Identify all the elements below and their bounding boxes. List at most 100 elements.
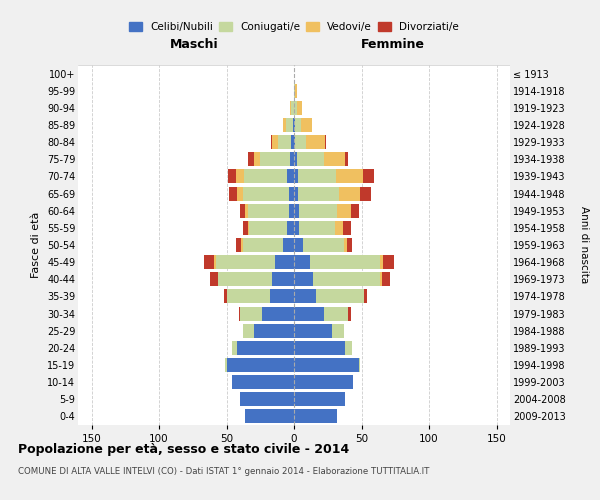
Bar bbox=[248, 152, 254, 166]
Text: Maschi: Maschi bbox=[170, 38, 219, 51]
Bar bbox=[216, 255, 275, 269]
Bar bbox=[380, 255, 383, 269]
Bar bbox=[294, 255, 310, 269]
Bar bbox=[295, 84, 297, 98]
Y-axis label: Anni di nascita: Anni di nascita bbox=[580, 206, 589, 284]
Bar bbox=[283, 238, 294, 252]
Bar bbox=[324, 152, 346, 166]
Bar bbox=[232, 341, 238, 355]
Text: Femmine: Femmine bbox=[361, 38, 425, 51]
Bar bbox=[295, 118, 301, 132]
Bar bbox=[275, 255, 294, 269]
Bar bbox=[287, 221, 294, 235]
Bar bbox=[287, 170, 294, 183]
Bar bbox=[325, 135, 326, 149]
Bar bbox=[248, 221, 250, 235]
Bar bbox=[332, 324, 344, 338]
Bar bbox=[227, 358, 294, 372]
Bar bbox=[298, 170, 336, 183]
Bar bbox=[336, 170, 363, 183]
Bar bbox=[294, 84, 295, 98]
Bar bbox=[270, 290, 294, 304]
Bar bbox=[290, 101, 292, 115]
Bar bbox=[278, 135, 292, 149]
Bar bbox=[343, 221, 351, 235]
Bar bbox=[240, 392, 294, 406]
Bar bbox=[271, 135, 272, 149]
Bar bbox=[228, 170, 236, 183]
Bar bbox=[294, 341, 346, 355]
Bar bbox=[383, 255, 394, 269]
Bar bbox=[294, 238, 304, 252]
Bar bbox=[242, 238, 283, 252]
Bar bbox=[290, 152, 294, 166]
Bar bbox=[380, 272, 382, 286]
Bar bbox=[236, 170, 244, 183]
Bar bbox=[299, 204, 337, 218]
Bar bbox=[294, 221, 299, 235]
Bar bbox=[364, 290, 367, 304]
Bar bbox=[304, 238, 344, 252]
Bar bbox=[310, 255, 380, 269]
Bar bbox=[350, 204, 359, 218]
Bar bbox=[245, 204, 248, 218]
Bar bbox=[289, 204, 294, 218]
Bar bbox=[294, 135, 295, 149]
Bar bbox=[348, 306, 350, 320]
Bar bbox=[294, 290, 316, 304]
Bar bbox=[359, 358, 360, 372]
Bar bbox=[335, 221, 343, 235]
Bar bbox=[337, 204, 350, 218]
Bar bbox=[241, 238, 242, 252]
Bar bbox=[346, 152, 348, 166]
Bar bbox=[236, 238, 241, 252]
Bar bbox=[254, 324, 294, 338]
Bar bbox=[292, 101, 294, 115]
Bar bbox=[294, 101, 296, 115]
Bar bbox=[294, 375, 353, 389]
Bar bbox=[214, 255, 216, 269]
Bar bbox=[293, 118, 294, 132]
Bar bbox=[260, 152, 290, 166]
Bar bbox=[338, 186, 360, 200]
Bar bbox=[296, 101, 302, 115]
Bar bbox=[301, 118, 311, 132]
Bar bbox=[294, 170, 298, 183]
Bar bbox=[294, 118, 295, 132]
Bar bbox=[248, 204, 289, 218]
Bar bbox=[294, 306, 324, 320]
Bar bbox=[224, 290, 227, 304]
Bar bbox=[244, 170, 287, 183]
Bar bbox=[243, 186, 289, 200]
Bar bbox=[295, 135, 306, 149]
Bar bbox=[346, 341, 352, 355]
Bar bbox=[344, 238, 347, 252]
Bar bbox=[218, 272, 272, 286]
Bar bbox=[360, 186, 371, 200]
Bar bbox=[203, 255, 214, 269]
Bar bbox=[292, 135, 294, 149]
Bar bbox=[286, 118, 293, 132]
Bar bbox=[347, 238, 352, 252]
Bar bbox=[294, 204, 299, 218]
Bar bbox=[225, 358, 227, 372]
Bar bbox=[250, 221, 287, 235]
Bar bbox=[363, 170, 374, 183]
Bar bbox=[316, 290, 364, 304]
Bar bbox=[294, 152, 296, 166]
Legend: Celibi/Nubili, Coniugati/e, Vedovi/e, Divorziati/e: Celibi/Nubili, Coniugati/e, Vedovi/e, Di… bbox=[127, 20, 461, 34]
Bar bbox=[294, 392, 346, 406]
Bar bbox=[289, 186, 294, 200]
Text: COMUNE DI ALTA VALLE INTELVI (CO) - Dati ISTAT 1° gennaio 2014 - Elaborazione TU: COMUNE DI ALTA VALLE INTELVI (CO) - Dati… bbox=[18, 468, 430, 476]
Bar bbox=[239, 306, 240, 320]
Bar bbox=[238, 186, 242, 200]
Bar bbox=[245, 410, 294, 424]
Bar bbox=[294, 410, 337, 424]
Bar bbox=[294, 324, 332, 338]
Bar bbox=[272, 135, 278, 149]
Bar bbox=[382, 272, 390, 286]
Bar bbox=[229, 186, 238, 200]
Bar bbox=[298, 186, 338, 200]
Bar bbox=[294, 272, 313, 286]
Bar bbox=[232, 375, 294, 389]
